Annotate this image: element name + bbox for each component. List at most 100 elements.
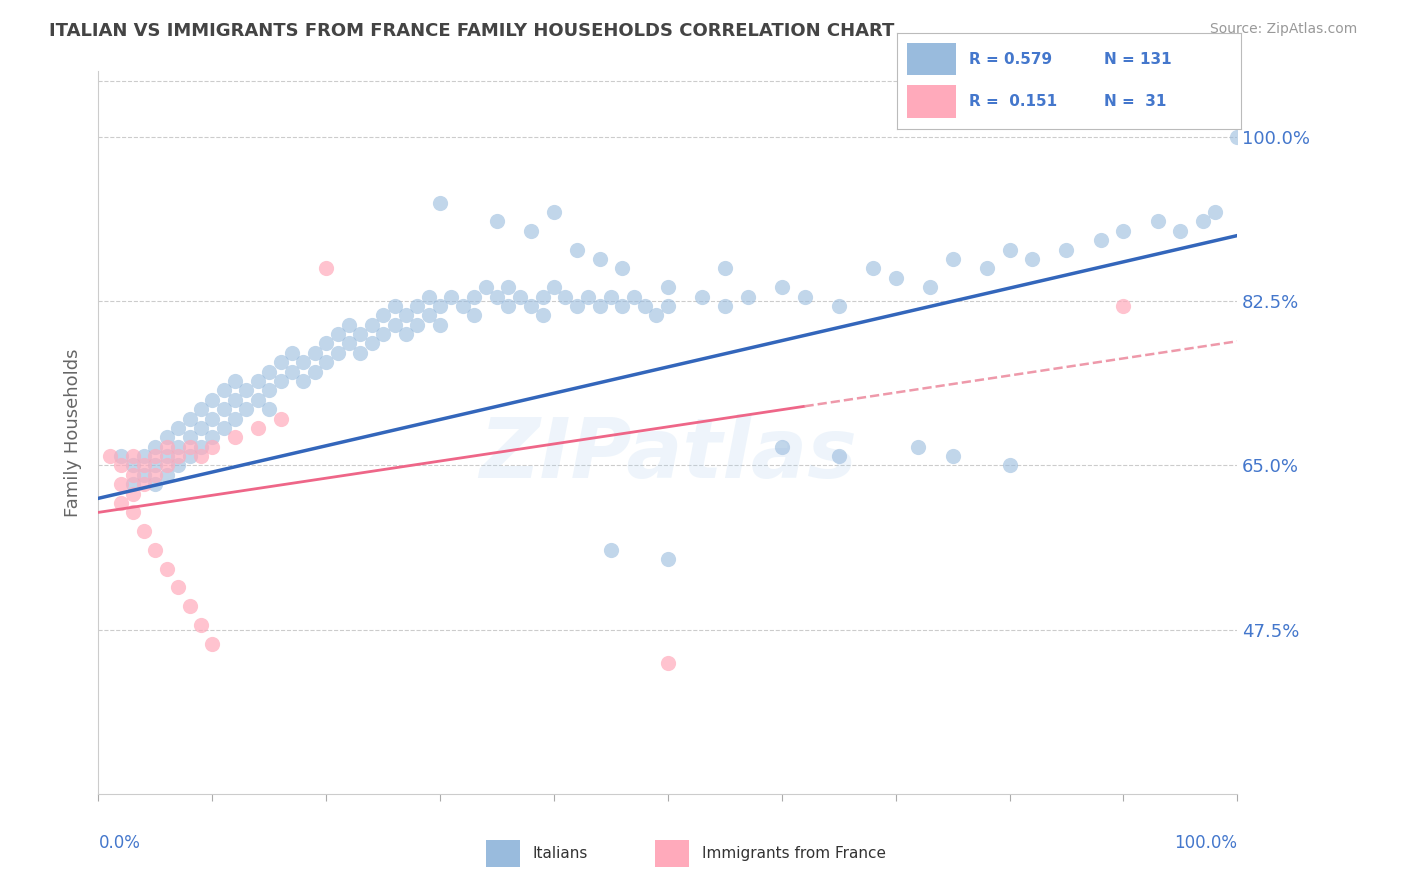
Point bbox=[121, 486, 143, 500]
Point bbox=[429, 299, 451, 313]
Point bbox=[395, 309, 418, 323]
Point bbox=[942, 449, 965, 463]
Point bbox=[998, 458, 1021, 473]
Point bbox=[418, 309, 440, 323]
Point bbox=[360, 336, 382, 351]
Point bbox=[190, 449, 212, 463]
Point bbox=[543, 205, 565, 219]
Text: R = 0.579: R = 0.579 bbox=[969, 52, 1053, 67]
Point bbox=[463, 289, 485, 303]
Point bbox=[315, 355, 337, 369]
Point bbox=[145, 467, 167, 482]
Point bbox=[270, 355, 292, 369]
Point bbox=[145, 449, 167, 463]
Text: Immigrants from France: Immigrants from France bbox=[702, 847, 886, 861]
Point bbox=[212, 402, 235, 417]
Point bbox=[714, 261, 737, 276]
Point bbox=[110, 477, 132, 491]
Point bbox=[384, 318, 406, 332]
Point bbox=[612, 299, 634, 313]
Point bbox=[201, 392, 224, 407]
Point bbox=[440, 289, 463, 303]
Point bbox=[509, 289, 531, 303]
Point bbox=[486, 214, 509, 228]
Point bbox=[110, 449, 132, 463]
Point bbox=[1054, 243, 1078, 257]
Point bbox=[326, 327, 349, 342]
Point bbox=[132, 458, 155, 473]
Point bbox=[1021, 252, 1043, 266]
Point bbox=[270, 374, 292, 388]
Point bbox=[110, 496, 132, 510]
Point bbox=[145, 477, 167, 491]
Point bbox=[657, 280, 679, 294]
Point bbox=[1146, 214, 1168, 228]
Point bbox=[121, 477, 143, 491]
Point bbox=[235, 384, 257, 398]
Point bbox=[246, 392, 269, 407]
Point bbox=[167, 440, 190, 454]
Bar bbox=[907, 43, 956, 76]
Text: N = 131: N = 131 bbox=[1104, 52, 1171, 67]
Point bbox=[486, 289, 509, 303]
Point bbox=[132, 477, 155, 491]
Point bbox=[167, 581, 190, 595]
Point bbox=[1170, 224, 1192, 238]
Point bbox=[201, 430, 224, 444]
Point bbox=[588, 252, 610, 266]
Text: ZIPatlas: ZIPatlas bbox=[479, 414, 856, 495]
Point bbox=[201, 637, 224, 651]
Point bbox=[371, 327, 394, 342]
Point bbox=[576, 289, 599, 303]
Point bbox=[451, 299, 474, 313]
Point bbox=[565, 243, 588, 257]
Text: Source: ZipAtlas.com: Source: ZipAtlas.com bbox=[1209, 22, 1357, 37]
Point bbox=[98, 449, 121, 463]
Point bbox=[337, 336, 360, 351]
Point bbox=[976, 261, 998, 276]
Point bbox=[554, 289, 576, 303]
Point bbox=[1090, 233, 1112, 247]
Point bbox=[156, 440, 179, 454]
Point bbox=[156, 467, 179, 482]
Point bbox=[474, 280, 496, 294]
Point bbox=[292, 355, 315, 369]
Point bbox=[657, 552, 679, 566]
Point bbox=[156, 458, 179, 473]
Point bbox=[371, 309, 394, 323]
Point bbox=[121, 458, 143, 473]
Point bbox=[1112, 224, 1135, 238]
Point bbox=[167, 449, 190, 463]
Point bbox=[224, 411, 246, 425]
Point bbox=[520, 299, 543, 313]
Point bbox=[612, 261, 634, 276]
Text: Italians: Italians bbox=[533, 847, 588, 861]
Point bbox=[145, 542, 167, 557]
Point bbox=[326, 346, 349, 360]
Point bbox=[224, 374, 246, 388]
Point bbox=[145, 458, 167, 473]
Point bbox=[304, 346, 326, 360]
Point bbox=[565, 299, 588, 313]
Point bbox=[1112, 299, 1135, 313]
Point bbox=[588, 299, 610, 313]
Point bbox=[259, 402, 281, 417]
Point bbox=[156, 430, 179, 444]
Point bbox=[156, 562, 179, 576]
Text: R =  0.151: R = 0.151 bbox=[969, 94, 1057, 109]
Point bbox=[224, 430, 246, 444]
Point bbox=[110, 458, 132, 473]
Point bbox=[281, 365, 304, 379]
Point bbox=[121, 505, 143, 519]
Point bbox=[259, 365, 281, 379]
Point bbox=[212, 384, 235, 398]
Point bbox=[418, 289, 440, 303]
Point bbox=[201, 411, 224, 425]
Point bbox=[770, 440, 793, 454]
Point bbox=[246, 374, 269, 388]
Point bbox=[167, 458, 190, 473]
Point bbox=[406, 318, 429, 332]
Point bbox=[190, 421, 212, 435]
Point bbox=[212, 421, 235, 435]
Point bbox=[349, 327, 371, 342]
